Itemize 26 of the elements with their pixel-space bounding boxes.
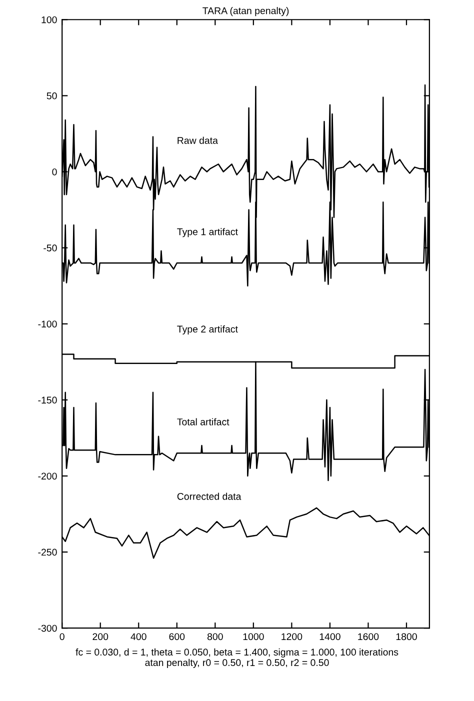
x-tick-label: 800 <box>207 633 223 640</box>
x-tick-label: 1800 <box>396 633 417 640</box>
x-tick-label: 0 <box>60 633 64 640</box>
text: Raw data <box>178 136 218 144</box>
text: Corrected data <box>177 492 242 500</box>
x-tick-label: 1200 <box>282 633 302 640</box>
x-tick-label: 400 <box>130 633 146 640</box>
y-tick-label: -200 <box>38 472 57 480</box>
text: fc = 0.030, d = 1, theta = 0.050, beta = 1.400, sigma = 1.000, 100 iterations atan penalty, r0 = 0.50, r1 = 0.50, r2 = 0.50 <box>76 648 398 668</box>
x-tick-label: 1000 <box>243 633 264 640</box>
x-tick-label: 1600 <box>358 633 379 640</box>
x-tick-label: 1400 <box>320 633 340 640</box>
series-label: Type 1 artifact <box>177 228 238 238</box>
y-tick-label: -100 <box>38 320 57 328</box>
y-tick-label: -150 <box>38 396 57 404</box>
text: Type 2 artifact <box>177 325 238 334</box>
y-tick-label: -250 <box>38 548 57 556</box>
y-tick-label: 0 <box>52 168 57 176</box>
x-tick-label: 200 <box>92 633 108 640</box>
y-tick-label: 50 <box>46 92 57 100</box>
chart-title: TARA (atan penalty) <box>202 7 289 16</box>
y-tick-label: -300 <box>38 624 57 632</box>
y-tick-label: 100 <box>42 16 57 24</box>
y-tick-label: -50 <box>44 244 57 252</box>
x-tick-label: 600 <box>169 633 185 640</box>
series-label: Total artifact <box>177 418 230 426</box>
